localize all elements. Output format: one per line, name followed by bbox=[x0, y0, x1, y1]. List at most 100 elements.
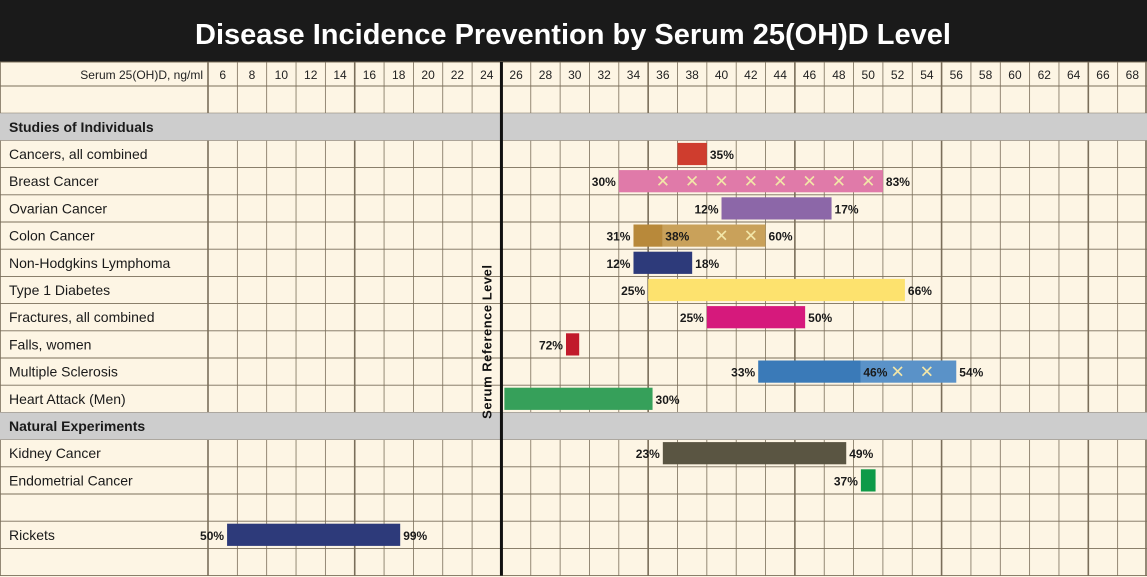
x-tick-label: 48 bbox=[832, 68, 846, 82]
x-mark: ✕ bbox=[832, 172, 846, 192]
range-bar bbox=[721, 197, 832, 220]
rows-layer: Studies of Individuals Cancers, all combi… bbox=[0, 113, 1147, 543]
end-value-label: 66% bbox=[908, 284, 932, 298]
x-mark: ✕ bbox=[802, 172, 816, 192]
range-bar bbox=[648, 278, 905, 302]
x-mark: ✕ bbox=[920, 363, 934, 383]
x-tick-label: 36 bbox=[656, 68, 670, 82]
x-mark: ✕ bbox=[773, 172, 787, 192]
section-band bbox=[0, 113, 1147, 141]
x-mark: ✕ bbox=[744, 227, 758, 247]
end-value-label: 50% bbox=[808, 311, 832, 325]
x-tick-label: 54 bbox=[920, 68, 934, 82]
x-mark: ✕ bbox=[714, 227, 728, 247]
x-tick-label: 30 bbox=[568, 68, 582, 82]
x-tick-label: 44 bbox=[774, 68, 788, 82]
x-tick-label: 28 bbox=[539, 68, 553, 82]
end-value-label: 99% bbox=[403, 529, 427, 543]
x-mark: ✕ bbox=[656, 172, 670, 192]
range-bar bbox=[504, 387, 653, 410]
x-tick-label: 56 bbox=[950, 68, 964, 82]
row-label: Type 1 Diabetes bbox=[9, 282, 110, 298]
end-value-label: 18% bbox=[695, 257, 719, 271]
x-mark: ✕ bbox=[744, 172, 758, 192]
x-tick-label: 46 bbox=[803, 68, 817, 82]
end-value-label: 30% bbox=[656, 393, 680, 407]
reference-line-label: Serum Reference Level bbox=[479, 265, 494, 419]
x-tick-label: 52 bbox=[891, 68, 905, 82]
row-label: Cancers, all combined bbox=[9, 146, 148, 162]
x-tick-label: 38 bbox=[685, 68, 699, 82]
row-label: Breast Cancer bbox=[9, 173, 99, 189]
x-tick-label: 40 bbox=[715, 68, 729, 82]
x-tick-label: 58 bbox=[979, 68, 993, 82]
x-tick-label: 42 bbox=[744, 68, 758, 82]
x-tick-label: 18 bbox=[392, 68, 406, 82]
x-axis-ticks: 6 8 10 12 14 16 18 20 22 24 26 28 30 32 34 36 38 40 42 44 46… bbox=[219, 68, 1139, 82]
x-tick-label: 8 bbox=[249, 68, 256, 82]
x-mark: ✕ bbox=[714, 172, 728, 192]
row-label: Endometrial Cancer bbox=[9, 472, 133, 488]
range-bar bbox=[227, 523, 401, 546]
range-bar bbox=[633, 224, 663, 247]
end-value-label: 83% bbox=[886, 175, 910, 189]
range-bar bbox=[662, 442, 847, 465]
section-label: Studies of Individuals bbox=[9, 119, 154, 135]
x-tick-label: 62 bbox=[1038, 68, 1052, 82]
x-tick-label: 66 bbox=[1096, 68, 1110, 82]
mid-value-label: 46% bbox=[863, 366, 887, 380]
x-tick-label: 22 bbox=[451, 68, 465, 82]
start-value-label: 50% bbox=[200, 529, 224, 543]
x-tick-label: 24 bbox=[480, 68, 494, 82]
row-label: Ovarian Cancer bbox=[9, 200, 107, 216]
start-value-label: 33% bbox=[731, 366, 755, 380]
range-bar bbox=[662, 224, 766, 247]
x-tick-label: 34 bbox=[627, 68, 641, 82]
range-bar bbox=[860, 360, 957, 383]
range-bar bbox=[860, 469, 876, 492]
start-value-label: 31% bbox=[606, 230, 630, 244]
end-value-label: 49% bbox=[849, 447, 873, 461]
title-bar bbox=[0, 0, 1147, 62]
start-value-label: 30% bbox=[592, 175, 616, 189]
end-value-label: 54% bbox=[959, 366, 983, 380]
section-label: Natural Experiments bbox=[9, 418, 145, 434]
x-tick-label: 68 bbox=[1126, 68, 1140, 82]
row-label: Heart Attack (Men) bbox=[9, 391, 126, 407]
end-value-label: 17% bbox=[835, 202, 859, 216]
row-label: Non-Hodgkins Lymphoma bbox=[9, 255, 171, 271]
chart-title: Disease Incidence Prevention by Serum 25… bbox=[195, 19, 951, 51]
x-tick-label: 26 bbox=[509, 68, 523, 82]
x-mark: ✕ bbox=[685, 172, 699, 192]
start-value-label: 23% bbox=[636, 447, 660, 461]
x-tick-label: 6 bbox=[219, 68, 226, 82]
x-tick-label: 16 bbox=[363, 68, 377, 82]
grid-layer bbox=[0, 61, 1147, 577]
x-tick-label: 60 bbox=[1008, 68, 1022, 82]
axis-header-band bbox=[0, 62, 1147, 86]
x-axis-label: Serum 25(OH)D, ng/ml bbox=[80, 68, 203, 82]
bars-layer: 35%✕ ✕ ✕ ✕ ✕ ✕ ✕ ✕30% 83%12% 17%✕ ✕31% 60%38%12% 18%… bbox=[200, 142, 984, 546]
end-value-label: 60% bbox=[769, 230, 793, 244]
range-bar bbox=[618, 170, 883, 193]
row-label: Falls, women bbox=[9, 336, 91, 352]
end-value-label: 35% bbox=[710, 148, 734, 162]
range-bar bbox=[633, 251, 693, 274]
start-value-label: 25% bbox=[621, 284, 645, 298]
mid-value-label: 38% bbox=[665, 230, 689, 244]
start-value-label: 12% bbox=[606, 257, 630, 271]
row-label: Fractures, all combined bbox=[9, 309, 155, 325]
x-tick-label: 10 bbox=[275, 68, 289, 82]
start-value-label: 72% bbox=[539, 338, 563, 352]
range-bar bbox=[758, 360, 861, 383]
row-label: Rickets bbox=[9, 527, 55, 543]
x-tick-label: 50 bbox=[862, 68, 876, 82]
x-mark: ✕ bbox=[890, 363, 904, 383]
section-band bbox=[0, 412, 1147, 440]
x-tick-label: 64 bbox=[1067, 68, 1081, 82]
start-value-label: 37% bbox=[834, 474, 858, 488]
x-tick-label: 14 bbox=[333, 68, 347, 82]
row-label: Colon Cancer bbox=[9, 228, 95, 244]
